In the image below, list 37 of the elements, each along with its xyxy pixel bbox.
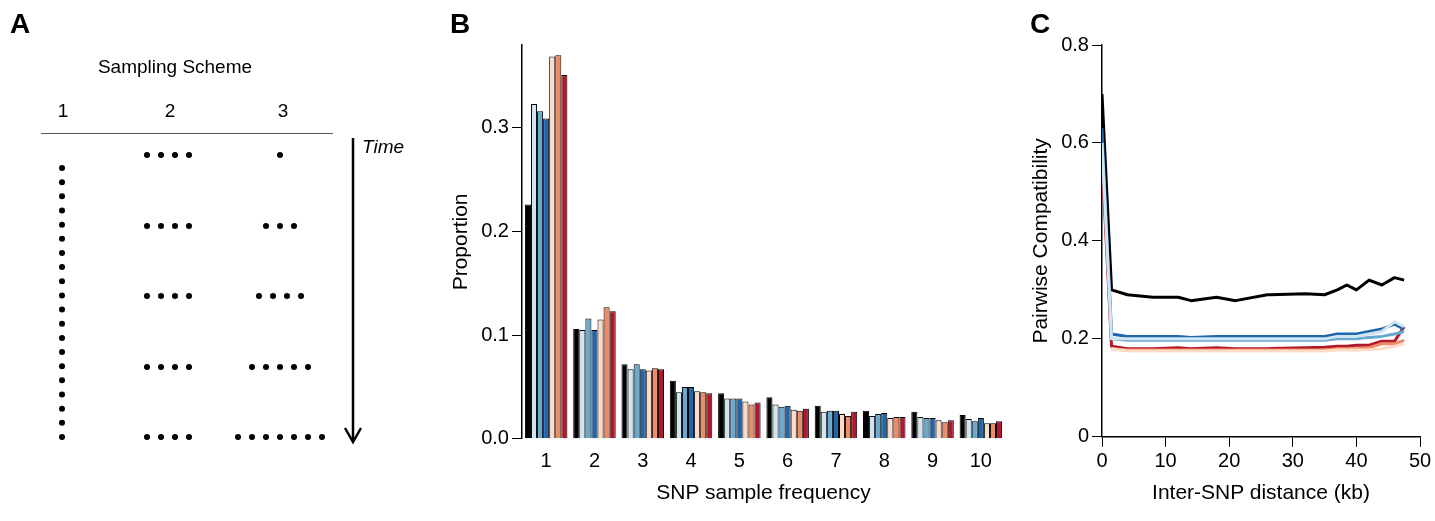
y-tick-label: 0.4: [1061, 228, 1089, 251]
x-tick-label: 0: [1096, 449, 1108, 472]
x-axis-title: SNP sample frequency: [656, 480, 872, 504]
y-axis-title: Pairwise Compatibility: [1028, 137, 1052, 344]
x-tick-label: 40: [1345, 449, 1368, 472]
category-label: 2: [163, 100, 177, 122]
y-tick-label: 0.2: [1061, 326, 1089, 349]
y-tick-label: 0.8: [1061, 32, 1089, 55]
x-tick-label: 9: [926, 449, 939, 472]
x-tick-label: 50: [1408, 449, 1432, 472]
text: A: [10, 8, 31, 40]
y-tick-label: 0.3: [481, 115, 509, 138]
category-label: 3: [276, 100, 290, 122]
text: C: [1030, 8, 1051, 40]
y-axis-title: Proportion: [448, 193, 472, 291]
x-tick-label: 10: [1154, 449, 1177, 472]
x-tick-label: 7: [830, 449, 842, 472]
x-tick-label: 2: [588, 449, 601, 472]
x-tick-label: 4: [685, 449, 697, 472]
text: B: [450, 8, 471, 40]
text: Time: [362, 136, 405, 158]
x-tick-label: 5: [733, 449, 745, 472]
y-tick-label: 0.0: [481, 426, 509, 449]
x-tick-label: 8: [878, 449, 890, 472]
x-tick-label: 3: [637, 449, 649, 472]
x-tick-label: 20: [1218, 449, 1241, 472]
y-tick-label: 0.6: [1061, 130, 1089, 153]
y-tick-label: 0.1: [481, 322, 509, 345]
x-axis-title: Inter-SNP distance (kb): [1152, 480, 1370, 504]
x-tick-label: 6: [782, 449, 794, 472]
y-tick-label: 0.2: [481, 219, 509, 242]
x-tick-label: 10: [969, 449, 992, 472]
category-label: 1: [56, 100, 70, 122]
text: Sampling Scheme: [96, 56, 254, 78]
y-tick-label: 0: [1077, 424, 1089, 447]
x-tick-label: 30: [1281, 449, 1304, 472]
x-tick-label: 1: [540, 449, 552, 472]
